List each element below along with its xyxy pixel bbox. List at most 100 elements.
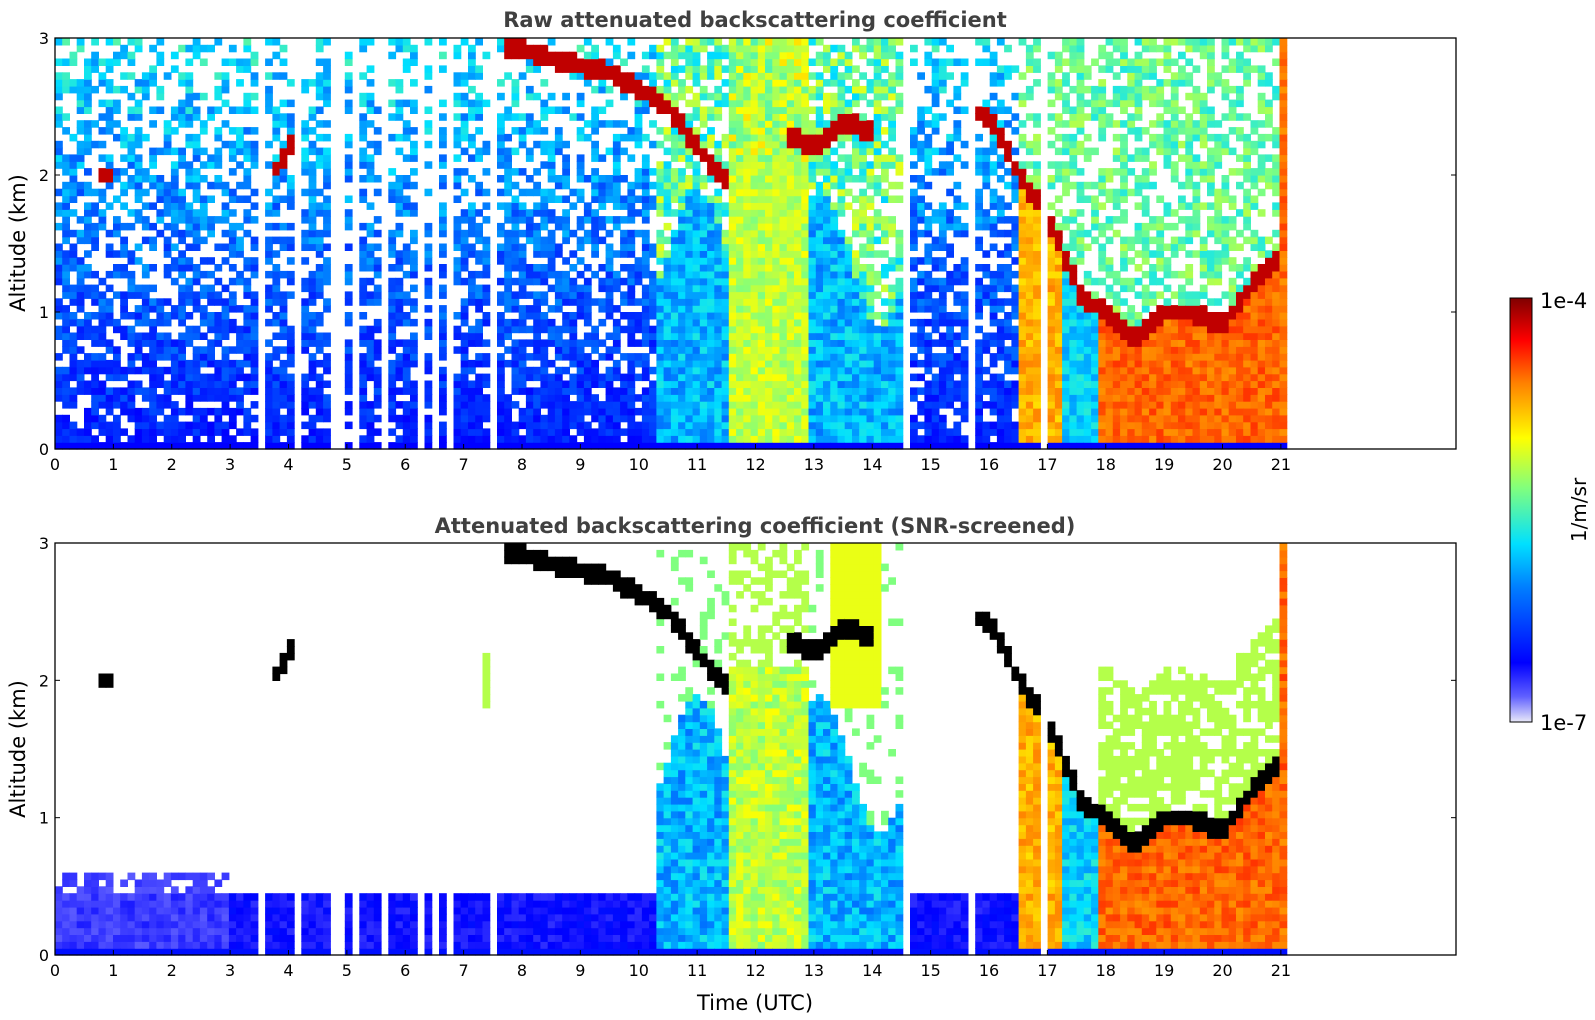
heatmap-cell xyxy=(757,353,766,361)
heatmap-cell xyxy=(707,168,715,176)
heatmap-cell xyxy=(808,366,817,375)
heatmap-cell xyxy=(678,428,686,436)
heatmap-cell xyxy=(250,236,259,245)
heatmap-cell xyxy=(395,284,404,293)
heatmap-cell xyxy=(663,133,672,142)
heatmap-cell xyxy=(881,401,889,409)
heatmap-cell xyxy=(598,414,607,423)
heatmap-cell xyxy=(170,312,179,320)
heatmap-cell xyxy=(236,428,244,436)
heatmap-cell xyxy=(750,305,759,313)
heatmap-cell xyxy=(583,380,592,388)
heatmap-cell xyxy=(518,366,527,375)
heatmap-cell xyxy=(721,305,730,313)
heatmap-cell xyxy=(699,407,708,416)
heatmap-cell xyxy=(938,65,947,73)
heatmap-cell xyxy=(511,318,520,327)
heatmap-cell xyxy=(794,113,802,121)
heatmap-cell xyxy=(170,106,179,114)
heatmap-cell xyxy=(641,325,650,334)
heatmap-cell xyxy=(236,243,244,251)
heatmap-cell xyxy=(359,154,368,162)
heatmap-cell xyxy=(953,154,962,162)
heatmap-cell xyxy=(105,407,114,416)
heatmap-cell xyxy=(525,291,534,299)
heatmap-cell xyxy=(627,414,636,423)
heatmap-cell xyxy=(410,270,418,279)
heatmap-cell xyxy=(366,243,375,251)
heatmap-cell xyxy=(149,236,157,245)
heatmap-cell xyxy=(670,264,679,272)
heatmap-cell xyxy=(518,346,527,354)
heatmap-cell xyxy=(199,270,208,279)
heatmap-cell xyxy=(772,202,781,210)
heatmap-cell xyxy=(823,243,831,251)
heatmap-cell xyxy=(475,353,483,361)
heatmap-cell xyxy=(91,359,99,368)
heatmap-cell xyxy=(199,120,208,128)
heatmap-cell xyxy=(84,264,92,272)
heatmap-cell xyxy=(808,168,817,176)
heatmap-cell xyxy=(895,407,904,416)
heatmap-cell xyxy=(279,318,288,327)
heatmap-cell xyxy=(743,442,752,450)
heatmap-cell xyxy=(315,270,324,279)
heatmap-cell xyxy=(656,373,665,382)
heatmap-cell xyxy=(91,270,99,279)
heatmap-cell xyxy=(207,222,215,231)
heatmap-cell xyxy=(649,401,657,409)
heatmap-cell xyxy=(344,407,353,416)
heatmap-cell xyxy=(482,318,491,327)
heatmap-cell xyxy=(62,195,70,203)
heatmap-cell xyxy=(439,305,447,313)
heatmap-cell xyxy=(141,387,150,395)
heatmap-cell xyxy=(583,38,592,46)
heatmap-cell xyxy=(62,339,70,347)
heatmap-cell xyxy=(634,181,643,190)
heatmap-cell xyxy=(757,99,766,108)
heatmap-cell xyxy=(69,284,78,293)
heatmap-cell xyxy=(663,277,672,286)
heatmap-cell xyxy=(765,339,773,347)
heatmap-cell xyxy=(743,366,752,375)
heatmap-cell xyxy=(591,236,599,245)
heatmap-cell xyxy=(272,51,281,60)
heatmap-cell xyxy=(84,85,92,94)
heatmap-cell xyxy=(888,407,896,416)
heatmap-cell xyxy=(192,140,201,149)
heatmap-cell xyxy=(946,442,954,450)
heatmap-cell xyxy=(576,154,585,162)
heatmap-cell xyxy=(91,188,99,197)
heatmap-cell xyxy=(468,270,476,279)
heatmap-cell xyxy=(576,65,585,73)
heatmap-cell xyxy=(221,298,230,306)
heatmap-cell xyxy=(134,38,143,46)
heatmap-cell xyxy=(149,106,157,114)
heatmap-cell xyxy=(127,407,136,416)
heatmap-cell xyxy=(808,161,817,169)
heatmap-cell xyxy=(286,359,295,368)
heatmap-cell xyxy=(815,339,824,347)
heatmap-cell xyxy=(750,92,759,101)
heatmap-cell xyxy=(627,236,636,245)
heatmap-cell xyxy=(286,175,295,183)
heatmap-cell xyxy=(576,44,585,53)
heatmap-cell xyxy=(113,346,121,354)
heatmap-cell xyxy=(844,236,853,245)
heatmap-cell xyxy=(178,270,186,279)
heatmap-cell xyxy=(323,175,331,183)
heatmap-cell xyxy=(881,407,889,416)
heatmap-cell xyxy=(439,373,447,382)
heatmap-cell xyxy=(620,243,628,251)
heatmap-cell xyxy=(765,195,773,203)
heatmap-cell xyxy=(685,401,694,409)
heatmap-cell xyxy=(786,44,795,53)
heatmap-cell xyxy=(757,305,766,313)
heatmap-cell xyxy=(678,181,686,190)
heatmap-cell xyxy=(170,305,179,313)
heatmap-cell xyxy=(250,428,259,436)
heatmap-cell xyxy=(272,318,281,327)
heatmap-cell xyxy=(120,298,128,306)
heatmap-cell xyxy=(279,291,288,299)
heatmap-cell xyxy=(823,332,831,340)
